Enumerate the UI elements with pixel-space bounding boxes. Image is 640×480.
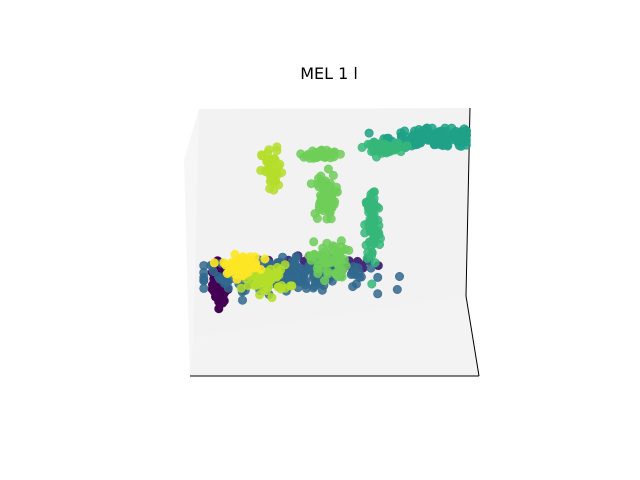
- data-point: [326, 245, 336, 255]
- data-point: [256, 150, 266, 160]
- data-point: [373, 145, 383, 155]
- data-point: [229, 265, 239, 275]
- data-point: [233, 257, 243, 267]
- scatter-points: [199, 123, 471, 314]
- cluster-6: [296, 145, 345, 163]
- data-point: [324, 199, 334, 209]
- data-point: [269, 154, 279, 164]
- data-point: [267, 293, 277, 303]
- data-point: [277, 168, 287, 178]
- data-point: [396, 128, 406, 138]
- data-point: [265, 176, 275, 186]
- data-point: [382, 142, 392, 152]
- data-point: [299, 152, 309, 162]
- left-pane: [184, 109, 199, 376]
- data-point: [215, 274, 225, 284]
- cluster-7: [306, 164, 342, 224]
- data-point: [244, 261, 254, 271]
- data-point: [443, 141, 453, 151]
- data-point: [301, 283, 311, 293]
- data-point: [364, 201, 374, 211]
- data-point: [252, 280, 262, 290]
- data-point: [348, 282, 358, 292]
- data-point: [299, 269, 309, 279]
- data-point: [291, 255, 301, 265]
- data-point: [313, 174, 323, 184]
- data-point: [320, 152, 330, 162]
- data-point: [221, 260, 231, 270]
- data-point: [239, 269, 249, 279]
- data-point: [365, 225, 375, 235]
- data-point: [318, 192, 328, 202]
- data-point: [232, 274, 242, 284]
- cluster-3: [364, 123, 471, 155]
- data-point: [304, 251, 314, 261]
- data-point: [320, 257, 330, 267]
- data-point: [320, 276, 330, 286]
- data-point: [394, 271, 404, 281]
- data-point: [263, 278, 273, 288]
- data-point: [335, 149, 345, 159]
- data-point: [436, 132, 446, 142]
- data-point: [307, 146, 317, 156]
- data-point: [367, 215, 377, 225]
- data-point: [269, 185, 279, 195]
- data-point: [461, 130, 471, 140]
- data-point: [318, 243, 328, 253]
- data-point: [328, 170, 338, 180]
- data-point: [366, 237, 376, 247]
- data-point: [354, 267, 364, 277]
- data-point: [259, 285, 269, 295]
- data-point: [273, 282, 283, 292]
- data-point: [450, 133, 460, 143]
- data-point: [456, 141, 466, 151]
- data-point: [373, 272, 383, 282]
- cluster-11: [209, 249, 270, 284]
- data-point: [415, 130, 425, 140]
- data-point: [323, 164, 333, 174]
- data-point: [373, 289, 383, 299]
- cluster-4: [357, 137, 412, 162]
- data-point: [260, 271, 270, 281]
- data-point: [264, 145, 274, 155]
- data-point: [392, 284, 402, 294]
- data-point: [213, 291, 223, 301]
- data-point: [285, 281, 295, 291]
- data-point: [364, 128, 374, 138]
- chart-title: MEL 1 l: [300, 64, 358, 83]
- data-point: [273, 267, 283, 277]
- data-point: [238, 295, 248, 305]
- data-point: [306, 179, 316, 189]
- data-point: [260, 254, 270, 264]
- data-point: [363, 248, 373, 258]
- data-point: [236, 283, 246, 293]
- data-point: [367, 279, 377, 289]
- data-point: [261, 165, 271, 175]
- cluster-9: [256, 142, 287, 195]
- data-point: [209, 258, 219, 268]
- data-point: [372, 202, 382, 212]
- data-point: [312, 214, 322, 224]
- data-point: [336, 236, 346, 246]
- data-point: [393, 138, 403, 148]
- floor-pane: [190, 296, 479, 376]
- data-point: [309, 237, 319, 247]
- cluster-8: [304, 236, 354, 286]
- data-point: [326, 214, 336, 224]
- data-point: [333, 257, 343, 267]
- cluster-5: [360, 187, 385, 289]
- data-point: [272, 146, 282, 156]
- data-point: [199, 272, 209, 282]
- y-axis-line: [465, 295, 480, 377]
- data-point: [199, 283, 209, 293]
- data-point: [222, 268, 232, 278]
